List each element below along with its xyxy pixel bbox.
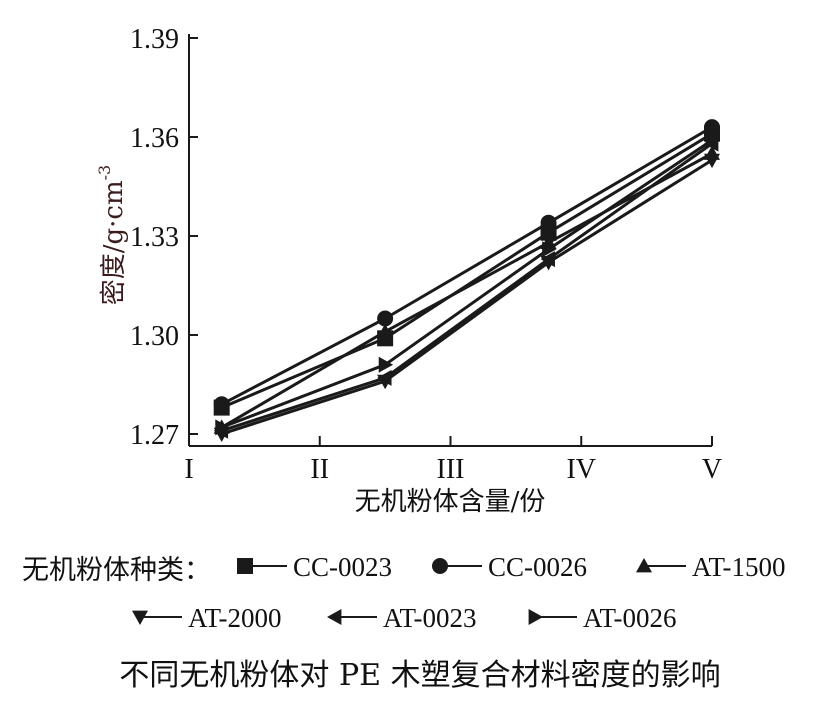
legend-label-AT-0023: AT-0023 bbox=[383, 603, 477, 633]
legend-label-CC-0026: CC-0026 bbox=[488, 552, 587, 582]
x-tick-label: I bbox=[184, 454, 193, 485]
data-point-AT-0026 bbox=[542, 241, 557, 258]
data-point-AT-0026 bbox=[215, 419, 230, 436]
data-point-AT-0026 bbox=[705, 132, 720, 149]
data-point-CC-0026 bbox=[213, 396, 230, 413]
series-line-AT-0026 bbox=[221, 139, 713, 429]
series-line-CC-0026 bbox=[220, 125, 713, 406]
data-point-AT-0023 bbox=[377, 369, 392, 386]
y-tick-label: 1.39 bbox=[130, 24, 179, 55]
y-axis-label: 密度/g·cm-3 bbox=[95, 165, 129, 305]
figure-caption: 不同无机粉体对 PE 木塑复合材料密度的影响 bbox=[119, 658, 721, 693]
x-tick-label: III bbox=[437, 454, 465, 485]
y-tick-label: 1.33 bbox=[130, 222, 179, 253]
x-tick-label: V bbox=[702, 454, 722, 485]
series-line-AT-2000 bbox=[221, 158, 713, 436]
series-line-AT-0023 bbox=[221, 142, 713, 433]
legend-title: 无机粉体种类： bbox=[22, 555, 211, 585]
legend-label-CC-0023: CC-0023 bbox=[293, 552, 392, 582]
y-tick-label: 1.36 bbox=[130, 123, 179, 154]
y-tick-label: 1.30 bbox=[130, 321, 179, 352]
legend-marker-AT-0023 bbox=[327, 609, 342, 625]
x-tick-label: II bbox=[310, 454, 329, 485]
data-point-AT-1500 bbox=[377, 323, 394, 339]
legend-row-1: 无机粉体种类： bbox=[22, 548, 211, 587]
data-point-CC-0026 bbox=[377, 310, 394, 327]
data-point-AT-0023 bbox=[540, 251, 555, 268]
y-axis-label-sup: -3 bbox=[95, 165, 114, 181]
y-tick-label: 1.27 bbox=[130, 420, 179, 451]
data-point-CC-0026 bbox=[540, 214, 557, 231]
series-line-AT-1500 bbox=[220, 152, 713, 429]
legend-label-AT-2000: AT-2000 bbox=[188, 603, 282, 633]
x-tick-label: IV bbox=[566, 454, 596, 485]
data-point-CC-0026 bbox=[704, 119, 720, 136]
x-axis-label: 无机粉体含量/份 bbox=[355, 487, 546, 517]
data-point-AT-0026 bbox=[378, 356, 394, 373]
legend-label-AT-0026: AT-0026 bbox=[583, 603, 677, 633]
data-point-AT-2000 bbox=[704, 153, 720, 169]
legend-label-AT-1500: AT-1500 bbox=[692, 552, 786, 582]
